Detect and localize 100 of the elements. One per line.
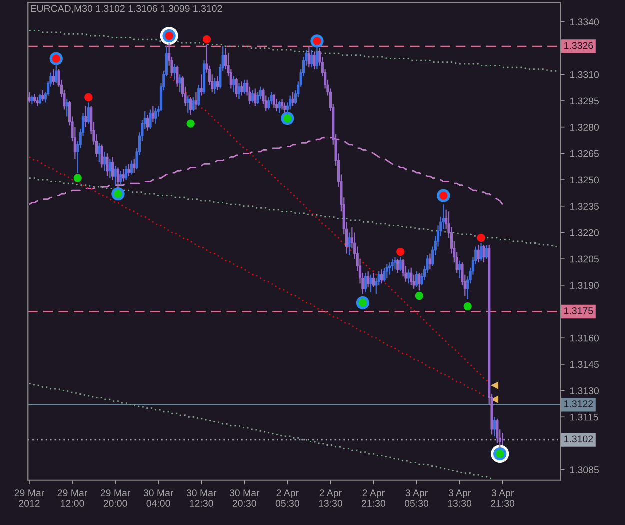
candlestick	[364, 272, 367, 293]
y-tick-label: 1.3115	[570, 414, 598, 421]
point	[186, 120, 195, 128]
candlestick	[482, 244, 486, 264]
candlestick	[415, 270, 418, 288]
x-tick-label: 30 Mar 20:30	[230, 490, 260, 508]
point	[415, 292, 424, 300]
y-tick-label: 1.3130	[570, 388, 600, 394]
x-tick-label: 2 Apr 05:30	[276, 490, 300, 508]
x-tick-label: 3 Apr 21:30	[491, 490, 515, 508]
candlestick	[313, 51, 316, 70]
y-tick-label: 1.3235	[570, 203, 599, 210]
candlestick	[254, 88, 257, 107]
y-tick-label: 1.3310	[570, 71, 600, 78]
point	[477, 234, 486, 242]
x-tick-label: 30 Mar 12:30	[186, 490, 217, 508]
candlestick	[496, 418, 499, 444]
candlestick	[114, 165, 117, 186]
candlestick	[186, 95, 190, 114]
candlestick	[292, 92, 294, 107]
candlestick	[214, 78, 216, 95]
point	[202, 35, 212, 44]
point	[464, 302, 472, 311]
line-series	[28, 383, 493, 480]
y-tick-label: 1.3265	[570, 150, 599, 158]
x-tick-label: 2 Apr 13:30	[319, 490, 342, 508]
candlestick	[477, 244, 480, 264]
candlestick	[480, 242, 483, 262]
candlestick	[120, 170, 122, 186]
ref-line-label: 1.3326	[564, 42, 594, 50]
candlestick	[278, 100, 281, 114]
point	[74, 174, 82, 182]
candlestick	[372, 272, 376, 288]
candlestick	[66, 98, 68, 118]
candlestick	[55, 64, 58, 84]
y-tick-label: 1.3295	[570, 98, 599, 105]
candlestick	[133, 158, 136, 174]
candlestick	[308, 46, 310, 68]
y-tick-label: 1.3250	[570, 176, 600, 184]
candlestick	[192, 96, 195, 112]
y-tick-label: 1.3085	[570, 466, 599, 474]
y-tick-label: 1.3190	[570, 282, 600, 290]
candlestick	[232, 76, 236, 93]
candlestick	[198, 84, 200, 107]
candlestick	[238, 82, 241, 100]
candlestick	[112, 156, 114, 181]
y-tick-label: 1.3205	[570, 256, 599, 263]
candlestick	[493, 416, 496, 438]
x-tick-label: 30 Mar 04:00	[144, 490, 174, 508]
candlestick	[243, 79, 246, 95]
candlestick	[407, 269, 410, 284]
x-tick-label: 29 Mar 12:00	[58, 490, 88, 508]
y-tick-label: 1.3220	[570, 229, 600, 236]
candlestick	[388, 262, 392, 276]
ref-line-label: 1.3122	[564, 400, 594, 408]
line-series	[28, 178, 560, 248]
candlestick	[216, 76, 220, 91]
candlestick	[396, 258, 400, 274]
candlestick	[42, 90, 44, 102]
candlestick	[251, 90, 254, 104]
point	[490, 382, 499, 390]
candlestick	[383, 267, 386, 282]
candlestick	[130, 160, 133, 176]
line-series	[28, 137, 506, 208]
candlestick	[272, 93, 276, 109]
x-tick-label: 29 Mar 20:00	[100, 490, 130, 508]
candlestick	[418, 272, 421, 292]
candlestick	[154, 107, 158, 124]
candlestick	[38, 93, 42, 106]
candlestick	[152, 106, 154, 123]
candlestick	[410, 267, 413, 286]
candlestick	[122, 168, 125, 182]
y-tick-label: 1.3340	[570, 18, 600, 26]
ref-line-label: 1.3175	[564, 307, 594, 314]
candlestick	[178, 74, 182, 93]
candlestick	[149, 109, 152, 130]
candlestick	[370, 274, 372, 293]
candlestick	[176, 65, 179, 88]
candlestick	[116, 167, 120, 190]
candlestick	[284, 102, 286, 114]
candlestick	[485, 244, 488, 260]
candlestick	[190, 96, 192, 116]
candlestick	[235, 78, 238, 98]
x-tick-label: 2 Apr 21:30	[362, 490, 386, 508]
candlestick	[100, 144, 104, 168]
candlestick	[458, 260, 462, 279]
candlestick	[240, 81, 244, 96]
candlestick	[106, 153, 109, 178]
candlestick	[348, 232, 351, 256]
candlestick	[367, 270, 370, 288]
candlestick	[87, 102, 90, 124]
y-tick-label: 1.3160	[570, 334, 600, 342]
candlestick	[316, 44, 319, 70]
x-tick-label: 3 Apr 13:30	[448, 490, 472, 508]
y-tick-label: 1.3280	[570, 124, 600, 131]
candlestick	[310, 49, 314, 68]
candlestick	[124, 165, 128, 181]
candlestick	[146, 114, 150, 132]
candlestick	[200, 74, 203, 96]
candlestick	[380, 269, 384, 284]
